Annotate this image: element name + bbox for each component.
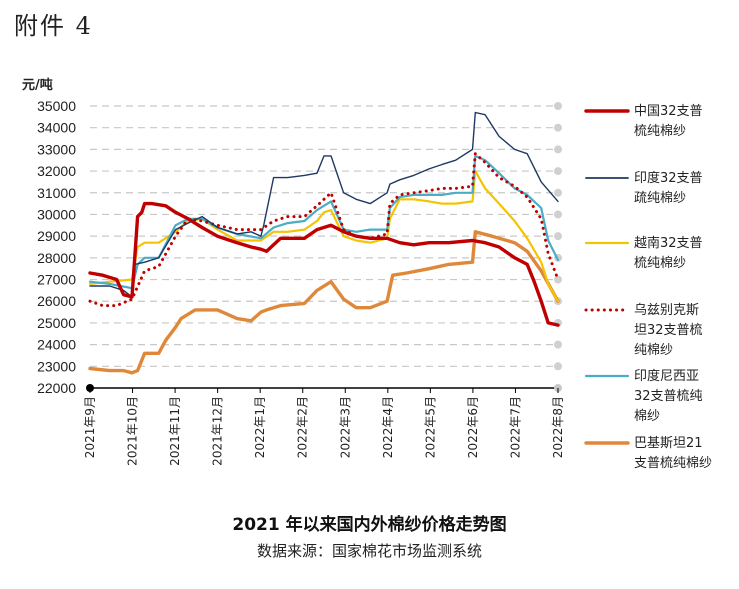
gridline-end-dot <box>554 102 562 110</box>
gridline-end-dot <box>554 340 562 349</box>
gridline-end-dot <box>554 362 562 371</box>
y-axis-ticks: 22000 23000 24000 25000 26000 27000 28000 29000… <box>37 98 76 396</box>
legend-label-2: 越南32支普梳纯棉纱 <box>634 235 703 271</box>
x-tick-label: 2022年3月 <box>338 396 352 458</box>
gridline-end-dot <box>554 188 562 197</box>
legend: 中国32支普梳纯棉纱印度32支普疏纯棉纱越南32支普梳纯棉纱乌兹别克斯坦32支普… <box>584 104 712 471</box>
gridline-end-dot <box>554 123 562 132</box>
y-axis-unit-label: 元/吨 <box>22 77 53 93</box>
x-tick-label: 2021年9月 <box>83 396 97 458</box>
legend-label-5: 巴基斯坦21 支普梳纯棉纱 <box>634 436 712 471</box>
y-tick-label: 23000 <box>37 358 76 374</box>
y-tick-label: 26000 <box>37 293 76 309</box>
series-line-5 <box>88 230 560 375</box>
x-tick-label: 2021年12月 <box>211 396 225 466</box>
y-tick-label: 30000 <box>37 206 76 222</box>
y-tick-label: 25000 <box>37 315 76 331</box>
x-tick-label: 2022年5月 <box>423 396 437 458</box>
legend-label-4: 印度尼西亚 32支普梳纯棉纱 <box>634 368 703 424</box>
gridline-end-dot <box>554 275 562 284</box>
legend-label-1: 印度32支普疏纯棉纱 <box>634 170 703 206</box>
y-tick-label: 27000 <box>37 272 76 288</box>
y-tick-label: 22000 <box>37 380 76 396</box>
document-label: 附件 4 <box>14 12 93 40</box>
chart-source: 数据来源：国家棉花市场监测系统 <box>256 542 482 560</box>
y-tick-label: 31000 <box>37 185 76 201</box>
series-line-3 <box>88 152 560 308</box>
y-tick-label: 33000 <box>37 141 76 157</box>
y-tick-label: 32000 <box>37 163 76 179</box>
x-axis: 2021年9月 2021年10月 2021年11月 2021年12月 2022年1月 20… <box>83 384 565 466</box>
x-tick-label: 2022年7月 <box>508 396 522 458</box>
x-tick-label: 2021年11月 <box>168 396 182 466</box>
y-tick-label: 34000 <box>37 120 76 136</box>
x-tick-label: 2022年4月 <box>381 396 395 458</box>
x-tick-label: 2022年2月 <box>296 396 310 458</box>
y-tick-label: 28000 <box>37 250 76 266</box>
legend-label-0: 中国32支普梳纯棉纱 <box>634 104 703 139</box>
x-tick-label: 2021年10月 <box>126 396 140 466</box>
gridline-end-dot <box>554 232 562 241</box>
gridline-end-dot <box>554 210 562 219</box>
series-line-2 <box>88 170 560 303</box>
series-lines <box>88 111 560 375</box>
gridline-end-dot <box>554 145 562 154</box>
x-tick-label: 2022年8月 <box>551 396 565 458</box>
gridline-end-dot <box>554 167 562 176</box>
x-tick-label: 2022年1月 <box>253 396 267 458</box>
y-tick-label: 35000 <box>37 98 76 114</box>
series-line-1 <box>89 111 559 298</box>
series-line-0 <box>88 201 560 327</box>
chart-title: 2021 年以来国内外棉纱价格走势图 <box>232 515 507 535</box>
y-tick-label: 29000 <box>37 228 76 244</box>
series-line-4 <box>88 154 560 290</box>
x-tick-label: 2022年6月 <box>466 396 480 458</box>
legend-label-3: 乌兹别克斯坦32支普梳纯棉纱 <box>634 302 703 358</box>
y-tick-label: 24000 <box>37 337 76 353</box>
price-line-chart: 元/吨 220002300024000250002600027000280002… <box>22 77 712 471</box>
